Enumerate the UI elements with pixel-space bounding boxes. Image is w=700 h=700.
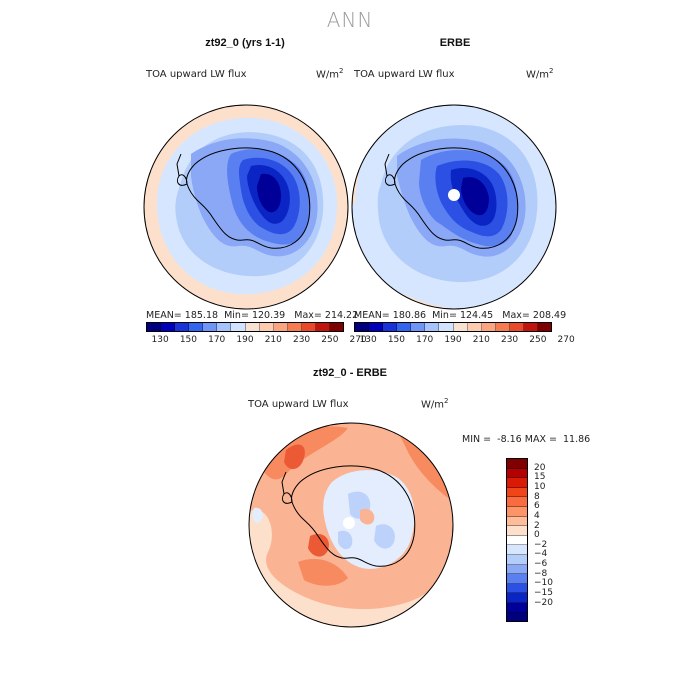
colorbar-swatch [355,323,370,331]
colorbar-swatch [453,323,468,331]
colorbar-tick-label: −15 [534,588,553,599]
colorbar-swatch [259,323,274,331]
variable-label-model: TOA upward LW flux [146,69,247,80]
colorbar-swatch [495,323,510,331]
colorbar-tick-label: −2 [534,539,548,550]
colorbar-swatch [507,526,527,536]
colorbar-tick-label: 4 [534,510,540,521]
colorbar-tick-label: 230 [500,335,519,345]
map-diff [248,422,454,628]
colorbar-swatch [507,535,527,546]
colorbar-tick-label: 130 [359,335,377,345]
colorbar-tick-label: 10 [534,481,546,492]
colorbar-swatch [507,468,527,479]
colorbar-swatch [203,323,218,331]
colorbar-tick-label: 250 [529,335,547,345]
colorbar-swatch [273,323,288,331]
colorbar-swatch [509,323,524,331]
colorbar-tick-label: 130 [151,335,169,345]
colorbar-swatch [231,323,246,331]
colorbar-tick-label: −4 [534,549,548,560]
colorbar-swatch [425,323,440,331]
colorbar-swatch [507,564,527,575]
units-label-diff: W/m2 [421,397,449,411]
colorbar-swatch [439,323,454,331]
colorbar-swatch [538,323,552,331]
units-label-obs: W/m2 [526,67,554,81]
units-label-model: W/m2 [316,67,344,81]
colorbar-tick-label: 150 [179,335,198,345]
colorbar-model [146,322,344,332]
colorbar-swatch [383,323,398,331]
colorbar-tick-label: −8 [534,568,548,579]
colorbar-model-ticks: 130 150 170 190 210 230 250 270 [146,335,367,347]
colorbar-swatch [245,323,260,331]
colorbar-swatch [507,497,527,507]
colorbar-tick-label: 250 [321,335,339,345]
colorbar-swatch [507,583,527,594]
panel-title-obs: ERBE [439,37,471,49]
colorbar-tick-label: 8 [534,491,540,502]
colorbar-tick-label: 170 [208,335,226,345]
colorbar-swatch [507,459,527,469]
map-model [143,104,349,310]
colorbar-swatch [175,323,190,331]
colorbar-tick-label: 6 [534,501,540,512]
colorbar-tick-label: 20 [534,462,546,473]
colorbar-swatch [189,323,204,331]
colorbar-swatch [315,323,331,331]
colorbar-swatch [507,516,527,527]
colorbar-swatch [397,323,412,331]
colorbar-swatch [301,323,316,331]
colorbar-tick-label: 210 [264,335,282,345]
colorbar-swatch [369,323,384,331]
stats-diff: MIN = -8.16 MAX = 11.86 [462,434,591,445]
colorbar-tick-label: 210 [472,335,490,345]
colorbar-swatch [330,323,344,331]
colorbar-diff-ticks: 20 15 10 8 6 4 2 0 −2 −4 −6 −8 −10 −15 −20 [534,458,574,622]
colorbar-swatch [507,602,527,613]
colorbar-swatch [523,323,539,331]
colorbar-swatch [147,323,162,331]
map-obs [351,104,557,310]
stats-obs: MEAN= 180.86 Min= 124.45 Max= 208.49 [354,310,567,321]
colorbar-tick-label: 0 [534,530,540,541]
colorbar-swatch [507,612,527,622]
figure-title: ANN [326,8,374,32]
colorbar-tick-label: 170 [416,335,434,345]
colorbar-tick-label: 190 [236,335,254,345]
colorbar-tick-label: −6 [534,559,548,570]
stats-model: MEAN= 185.18 Min= 120.39 Max= 214.22 [146,310,359,321]
colorbar-tick-label: 270 [557,335,575,345]
colorbar-swatch [507,506,527,517]
colorbar-swatch [217,323,232,331]
colorbar-obs [354,322,552,332]
colorbar-tick-label: −10 [534,578,553,589]
colorbar-swatch [507,554,527,565]
panel-title-diff: zt92_0 - ERBE [313,367,387,379]
colorbar-swatch [507,545,527,555]
colorbar-tick-label: 270 [349,335,367,345]
colorbar-swatch [467,323,482,331]
variable-label-diff: TOA upward LW flux [248,399,349,410]
variable-label-obs: TOA upward LW flux [354,69,455,80]
colorbar-swatch [161,323,176,331]
colorbar-swatch [507,487,527,498]
colorbar-swatch [481,323,496,331]
colorbar-tick-label: 150 [387,335,406,345]
colorbar-tick-label: −20 [534,597,553,608]
colorbar-swatch [411,323,426,331]
colorbar-tick-label: 190 [444,335,462,345]
colorbar-swatch [507,574,527,584]
colorbar-diff [506,458,528,622]
colorbar-swatch [507,478,527,488]
colorbar-tick-label: 230 [292,335,311,345]
colorbar-tick-label: 15 [534,472,546,483]
colorbar-swatch [507,593,527,603]
colorbar-obs-ticks: 130 150 170 190 210 230 250 270 [354,335,575,347]
colorbar-tick-label: 2 [534,520,540,531]
panel-title-model: zt92_0 (yrs 1-1) [205,37,285,49]
colorbar-swatch [287,323,302,331]
